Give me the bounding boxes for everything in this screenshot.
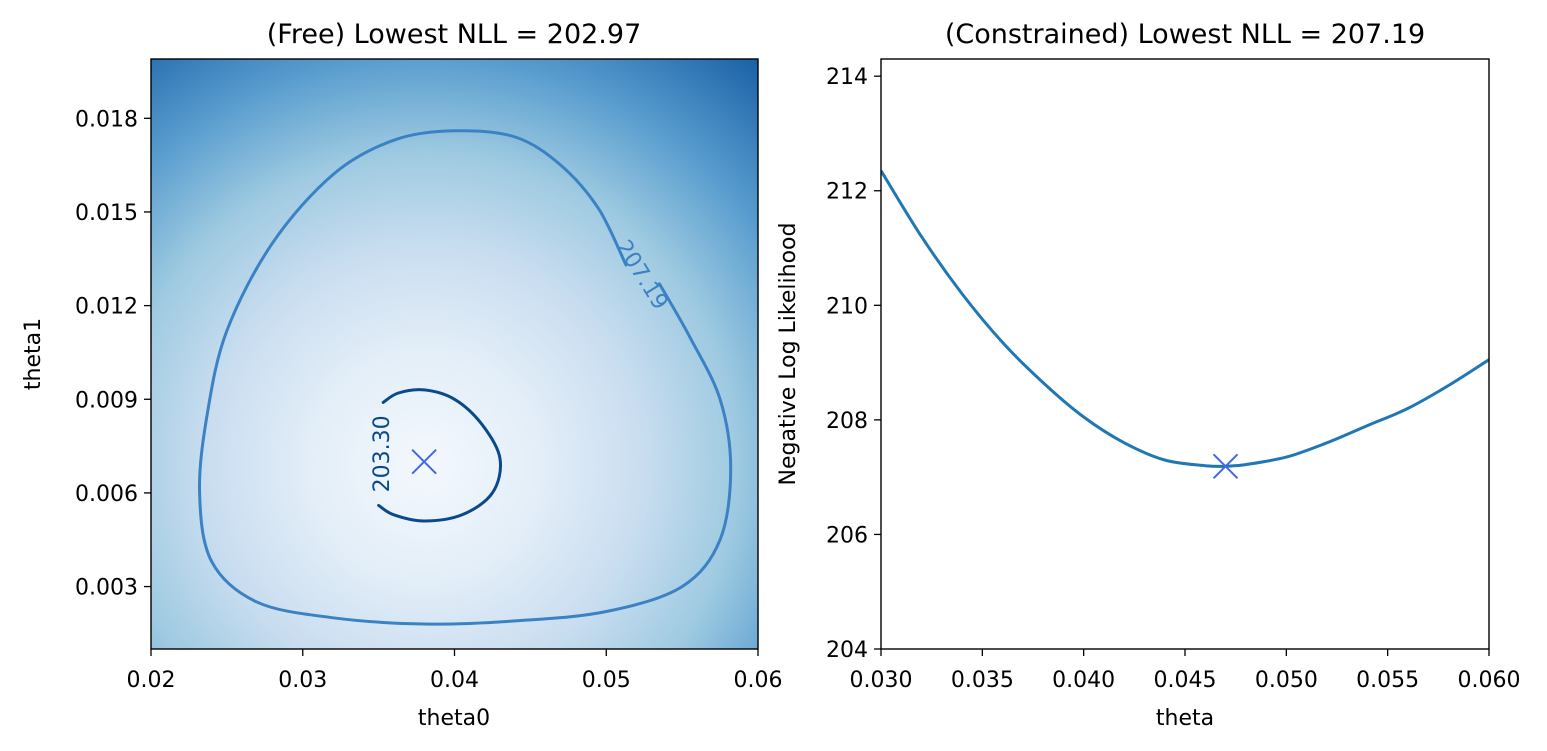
constrained-ytick-label: 206 [826, 523, 868, 548]
constrained-minimum-marker-stroke [1212, 453, 1239, 479]
free-ytick-label: 0.018 [75, 107, 138, 132]
constrained-ylabel: Negative Log Likelihood [776, 223, 801, 486]
free-xtick-label: 0.02 [127, 668, 176, 693]
free-ytick-label: 0.012 [75, 295, 138, 320]
constrained-xtick-label: 0.030 [850, 668, 913, 693]
constrained-xtick-label: 0.050 [1255, 668, 1318, 693]
free-ytick-label: 0.009 [75, 388, 138, 413]
constrained-ytick-label: 210 [826, 294, 868, 319]
constrained-ytick-label: 208 [826, 409, 868, 434]
free-xtick-label: 0.03 [278, 668, 327, 693]
constrained-panel: 0.030 0.035 0.040 0.045 0.050 0.055 0.060 204 2… [776, 19, 1520, 731]
contour-line [377, 388, 502, 523]
free-xtick-label: 0.06 [734, 668, 783, 693]
free-minimum-marker-stroke [411, 448, 437, 475]
free-minimum-marker [411, 448, 437, 475]
constrained-title: (Constrained) Lowest NLL = 207.19 [945, 19, 1425, 50]
free-title: (Free) Lowest NLL = 202.97 [267, 19, 642, 50]
free-xtick-label: 0.05 [582, 668, 631, 693]
contour-label: 203.30 [370, 415, 395, 492]
constrained-xlabel: theta [1156, 706, 1214, 731]
constrained-ytick-label: 212 [826, 180, 868, 205]
constrained-plot-background [881, 59, 1489, 649]
constrained-minimum-marker [1212, 453, 1239, 479]
free-ylabel: theta1 [21, 318, 46, 390]
free-ytick-label: 0.015 [75, 201, 138, 226]
nll-curve [881, 169, 1489, 468]
free-ytick-label: 0.006 [75, 482, 138, 507]
constrained-xtick-label: 0.060 [1458, 668, 1521, 693]
constrained-xtick-label: 0.040 [1052, 668, 1115, 693]
heatmap-fill [151, 59, 758, 649]
constrained-ytick-label: 214 [826, 65, 868, 90]
constrained-xtick-label: 0.035 [951, 668, 1014, 693]
constrained-xtick-label: 0.045 [1154, 668, 1217, 693]
free-xlabel: theta0 [418, 706, 490, 731]
constrained-ytick-label: 204 [826, 638, 868, 663]
free-ytick-label: 0.003 [75, 576, 138, 601]
contour-line [197, 129, 733, 626]
constrained-xtick-label: 0.055 [1356, 668, 1419, 693]
free-xtick-label: 0.04 [430, 668, 479, 693]
